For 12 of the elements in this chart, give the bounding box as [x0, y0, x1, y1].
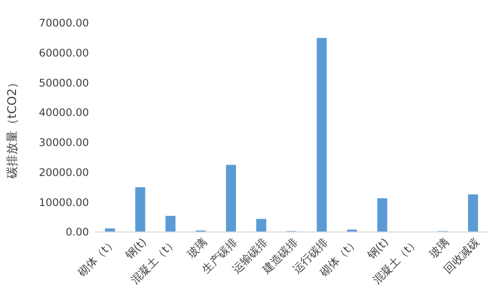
- y-tick-label: 50000.00: [38, 77, 89, 90]
- y-tick-label: 30000.00: [38, 137, 89, 150]
- y-tick-label: 20000.00: [38, 166, 89, 179]
- y-tick-label: 70000.00: [38, 18, 89, 30]
- y-axis-title: 碳排放量（tCO2）: [5, 76, 19, 180]
- y-tick-label: 10000.00: [38, 196, 89, 209]
- y-tick-label: 60000.00: [38, 48, 89, 60]
- x-tick-label: 钢(t): [364, 236, 392, 262]
- x-tick-label: 钢(t): [122, 236, 150, 262]
- x-tick-label: 玻璃: [184, 236, 210, 260]
- y-tick-label: 40000.00: [38, 107, 89, 120]
- x-tick-label: 玻璃: [426, 236, 452, 260]
